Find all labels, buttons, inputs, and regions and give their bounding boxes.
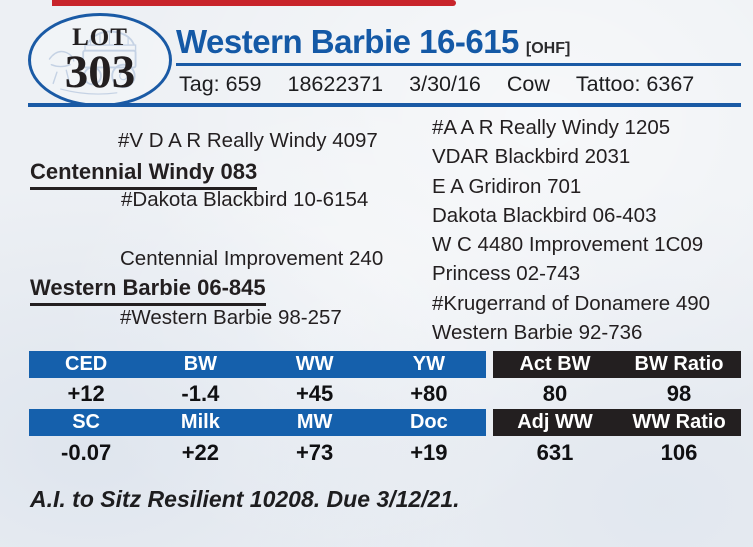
epd-header-mw: MW [257,409,372,436]
epd-value-row-2: -0.07 +22 +73 +19 [29,436,486,469]
weight-table: Act BW BW Ratio 80 98 Adj WW WW Ratio 63… [493,351,741,469]
epd-table: CED BW WW YW +12 -1.4 +45 +80 SC Milk MW… [29,351,486,469]
lot-number: 303 [64,46,136,99]
pedigree-ancestor: Princess 02-743 [432,262,581,286]
epd-value-sc: -0.07 [61,439,112,465]
birth-date: 3/30/16 [409,72,481,96]
weight-value-row-1: 80 98 [493,378,741,409]
epd-value-milk: +22 [181,439,220,465]
weight-header-ww-ratio: WW Ratio [617,409,741,436]
tattoo-number: Tattoo: 6367 [575,72,695,96]
lot-label: LOT [72,24,128,52]
epd-header-yw: YW [371,351,486,378]
pedigree-ancestor: #A A R Really Windy 1205 [432,116,671,139]
page-title: Western Barbie 16-615 [176,23,519,60]
title-suffix: [OHF] [525,40,571,57]
pedigree-ancestor: Dakota Blackbird 06-403 [432,203,657,227]
epd-header-doc: Doc [371,409,486,436]
pedigree-sire-sire: #V D A R Really Windy 4097 [118,129,378,152]
epd-value-mw: +73 [295,439,334,465]
pedigree-ancestor: W C 4480 Improvement 1C09 [432,233,704,257]
epd-value-yw: +80 [410,380,448,406]
epd-header-row-2: SC Milk MW Doc [29,409,486,436]
pedigree-dam: Western Barbie 06-845 [30,275,266,306]
pedigree-ancestor: E A Gridiron 701 [432,174,582,198]
epd-value-bw: -1.4 [181,380,220,406]
title-row: Western Barbie 16-615 [OHF] [176,23,570,61]
weight-header-row-1: Act BW BW Ratio [493,351,741,378]
epd-value-ced: +12 [67,380,105,406]
epd-value-ww: +45 [295,380,334,406]
epd-header-row-1: CED BW WW YW [29,351,486,378]
pedigree-ancestors-column: #A A R Really Windy 1205 VDAR Blackbird … [432,113,710,347]
tag-row: Tag: 659 18622371 3/30/16 Cow Tattoo: 63… [179,72,741,97]
weight-value-row-2: 631 106 [493,436,741,469]
epd-header-milk: Milk [143,409,258,436]
registration-number: 18622371 [287,72,384,96]
weight-value-bw-ratio: 98 [666,380,692,406]
epd-header-bw: BW [143,351,258,378]
epd-header-ced: CED [29,351,144,378]
weight-header-bw-ratio: BW Ratio [617,351,741,378]
epd-header-ww: WW [257,351,372,378]
pedigree-sire: Centennial Windy 083 [30,159,258,190]
breeding-footnote: A.I. to Sitz Resilient 10208. Due 3/12/2… [30,486,460,512]
lot-badge: LOT 303 [28,13,172,107]
weight-header-row-2: Adj WW WW Ratio [493,409,741,436]
wagon-watermark-icon [48,30,137,95]
pedigree-sire-dam: #Dakota Blackbird 10-6154 [121,188,369,211]
title-divider [176,63,741,66]
pedigree-ancestor: #Krugerrand of Donamere 490 [432,291,711,315]
epd-value-doc: +19 [410,439,448,465]
epd-header-sc: SC [29,409,144,436]
header-divider [28,103,741,107]
tag-number: Tag: 659 [179,72,262,96]
weight-header-adj-ww: Adj WW [493,409,617,436]
red-accent-bar [52,0,456,6]
weight-value-ww-ratio: 106 [660,439,698,465]
pedigree-dam-dam: #Western Barbie 98-257 [120,306,342,329]
sex-label: Cow [506,72,550,96]
weight-header-act-bw: Act BW [493,351,617,378]
pedigree-ancestor: Western Barbie 92-736 [432,321,643,345]
weight-value-act-bw: 80 [542,380,568,406]
pedigree-ancestor: VDAR Blackbird 2031 [432,145,631,169]
weight-value-adj-ww: 631 [536,439,574,465]
pedigree-dam-sire: Centennial Improvement 240 [120,247,384,270]
epd-value-row-1: +12 -1.4 +45 +80 [29,378,486,409]
